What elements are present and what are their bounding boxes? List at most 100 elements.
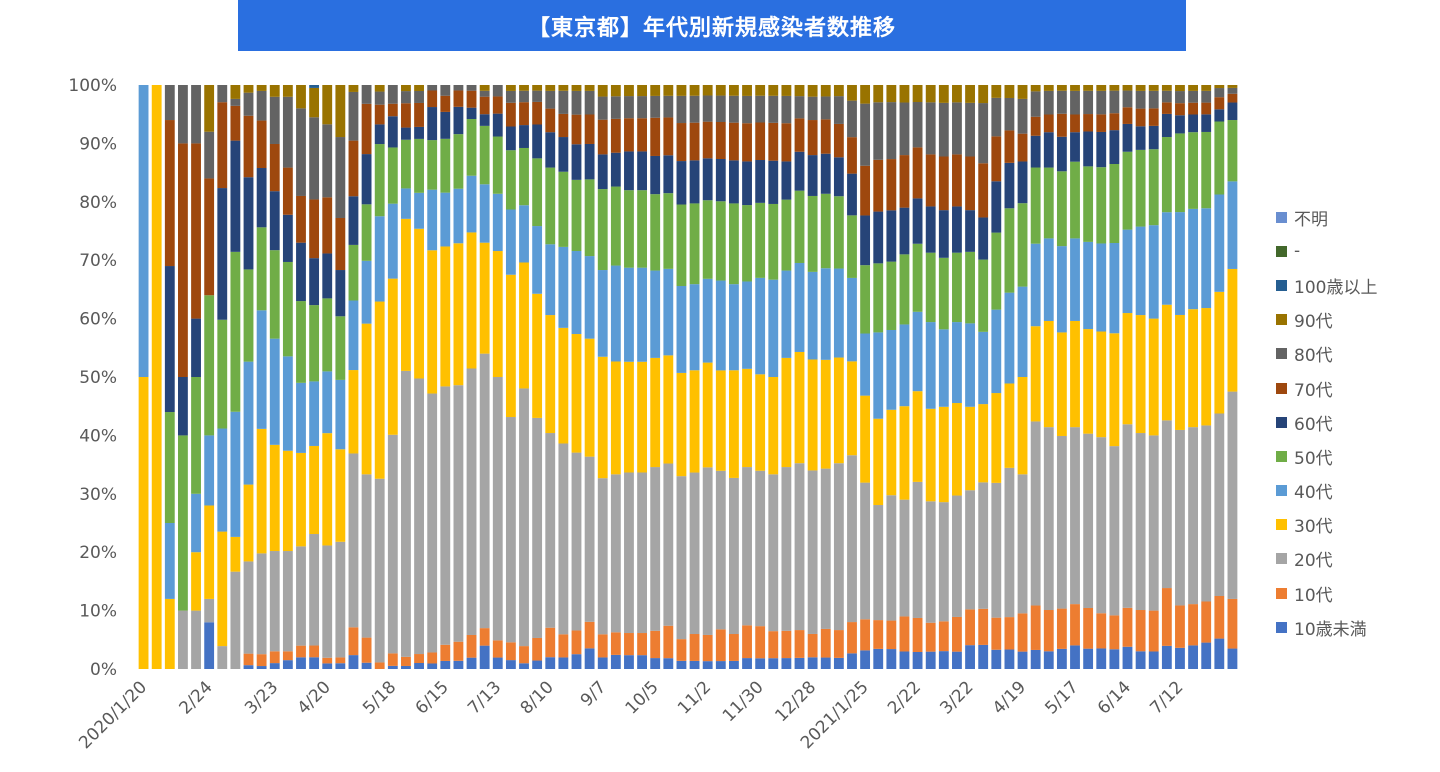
bar-segment xyxy=(348,196,359,245)
bar-segment xyxy=(427,107,438,141)
x-tick-label: 5/18 xyxy=(359,677,400,718)
bar-segment xyxy=(952,154,962,207)
bar-segment xyxy=(217,428,228,532)
bar-segment xyxy=(204,131,215,179)
bar-segment xyxy=(401,656,411,666)
bar-segment xyxy=(1135,90,1146,109)
bar-segment xyxy=(1201,208,1212,309)
bar-segment xyxy=(873,263,884,333)
bar-segment xyxy=(1175,91,1185,104)
bar-segment xyxy=(702,95,713,122)
bar-segment xyxy=(1096,90,1107,115)
bar-segment xyxy=(833,123,844,158)
bar-segment xyxy=(715,661,726,669)
bar-segment xyxy=(558,85,569,91)
bar-segment xyxy=(217,102,228,189)
bar-segment xyxy=(899,254,910,325)
bar-segment xyxy=(479,184,490,243)
bar-segment xyxy=(938,257,949,330)
bar-segment xyxy=(1109,164,1120,243)
bar-segment xyxy=(571,251,582,335)
legend-swatch xyxy=(1276,314,1287,326)
bar-segment xyxy=(584,85,595,91)
bar-segment xyxy=(1070,90,1080,115)
bar-segment xyxy=(860,165,871,216)
bar-segment xyxy=(1096,167,1107,244)
bar-segment xyxy=(873,211,884,264)
bar-segment xyxy=(178,85,188,144)
bar-segment xyxy=(1175,133,1185,213)
bar-segment xyxy=(1161,113,1172,138)
bar-segment xyxy=(1122,90,1133,108)
bar-segment xyxy=(243,177,254,270)
legend-item: 80代 xyxy=(1276,337,1377,371)
bar-segment xyxy=(1030,243,1041,327)
bar-segment xyxy=(1201,642,1212,669)
bar-segment xyxy=(440,85,451,96)
bar-segment xyxy=(348,655,359,669)
bar-segment xyxy=(414,192,424,229)
bar-segment xyxy=(610,632,621,655)
bar-segment xyxy=(1122,646,1133,669)
bar-segment xyxy=(519,646,529,664)
bar-segment xyxy=(519,205,529,263)
bar-segment xyxy=(1030,605,1041,650)
bar-segment xyxy=(729,85,739,96)
bar-segment xyxy=(230,251,241,412)
bar-segment xyxy=(847,622,857,654)
bar-segment xyxy=(650,117,661,156)
bar-segment xyxy=(899,499,910,617)
x-tick-label: 11/2 xyxy=(674,677,715,718)
bar-segment xyxy=(296,242,306,302)
bar-segment xyxy=(335,137,346,218)
bar-segment xyxy=(1161,90,1172,103)
bar-segment xyxy=(833,268,844,358)
bar-segment xyxy=(899,207,910,255)
bar-segment xyxy=(991,181,1002,233)
bar-segment xyxy=(610,118,621,153)
bar-segment xyxy=(1083,607,1094,649)
bar-segment xyxy=(532,158,543,227)
bar-segment xyxy=(361,204,372,261)
bar-segment xyxy=(597,478,608,635)
bar-segment xyxy=(309,645,320,658)
bar-segment xyxy=(899,406,910,500)
bar-segment xyxy=(991,482,1002,618)
bar-segment xyxy=(571,334,582,453)
x-tick-label: 6/15 xyxy=(412,677,453,718)
bar-segment xyxy=(519,125,529,148)
bar-segment xyxy=(532,124,543,159)
bar-segment xyxy=(820,268,831,360)
bar-segment xyxy=(256,227,267,311)
bar-segment xyxy=(401,139,411,189)
bar-segment xyxy=(282,261,293,357)
bar-segment xyxy=(624,190,634,268)
bar-segment xyxy=(584,179,595,257)
bar-segment xyxy=(1070,645,1080,669)
bar-segment xyxy=(1096,648,1107,669)
bar-segment xyxy=(466,175,477,233)
bar-segment xyxy=(715,280,726,371)
bar-segment xyxy=(387,653,398,666)
bar-segment xyxy=(676,660,687,669)
bar-segment xyxy=(256,654,267,667)
bar-segment xyxy=(742,161,752,206)
bar-segment xyxy=(650,630,661,659)
legend-item: 10代 xyxy=(1276,576,1377,610)
bar-segment xyxy=(650,658,661,669)
legend-swatch xyxy=(1276,587,1287,599)
bar-segment xyxy=(151,85,162,669)
bar-segment xyxy=(768,122,779,161)
bar-segment xyxy=(1175,429,1185,606)
bar-segment xyxy=(440,246,451,387)
bar-segment xyxy=(807,85,818,97)
legend-label: 70代 xyxy=(1294,380,1333,401)
bar-segment xyxy=(925,408,936,502)
bar-segment xyxy=(164,85,175,121)
bar-segment xyxy=(1135,651,1146,669)
bar-segment xyxy=(637,267,647,362)
bar-segment xyxy=(401,188,411,219)
legend-swatch xyxy=(1276,519,1287,531)
bar-segment xyxy=(899,155,910,208)
